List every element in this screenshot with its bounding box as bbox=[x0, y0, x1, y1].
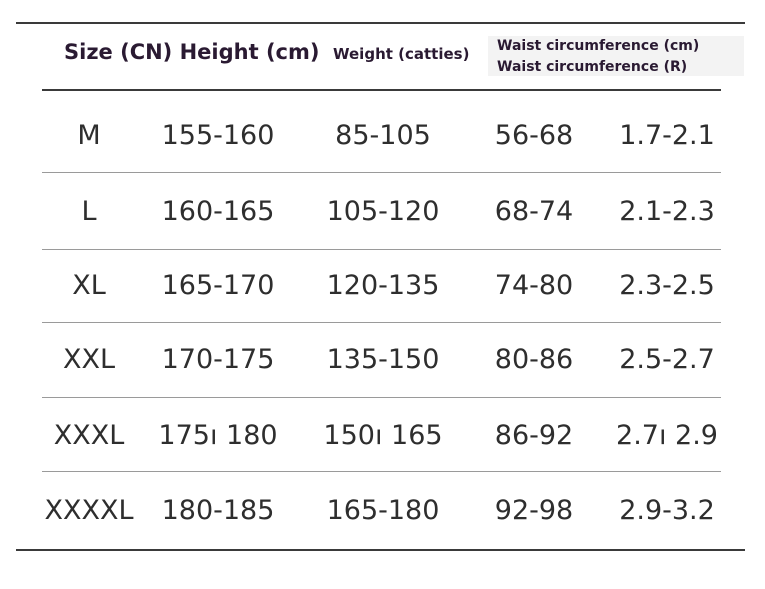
table-cell-weight: 135-150 bbox=[326, 344, 440, 375]
table-cell-size: XXXL bbox=[53, 420, 125, 451]
table-cell-waist-r: 2.5-2.7 bbox=[619, 344, 715, 375]
table-cell-waist-r: 2.7ı 2.9 bbox=[616, 420, 718, 451]
row-divider bbox=[42, 471, 721, 472]
table-cell-height: 155-160 bbox=[161, 120, 275, 151]
table-cell-size: M bbox=[77, 120, 101, 151]
table-cell-waist-cm: 68-74 bbox=[494, 196, 574, 227]
table-cell-size: XXXXL bbox=[44, 495, 134, 526]
table-cell-weight: 105-120 bbox=[326, 196, 440, 227]
table-cell-height: 160-165 bbox=[161, 196, 275, 227]
table-cell-waist-r: 2.1-2.3 bbox=[619, 196, 715, 227]
table-cell-size: L bbox=[81, 196, 97, 227]
table-cell-height: 170-175 bbox=[161, 344, 275, 375]
table-cell-waist-cm: 74-80 bbox=[494, 270, 574, 301]
table-cell-height: 180-185 bbox=[161, 495, 275, 526]
table-cell-size: XXL bbox=[62, 344, 116, 375]
row-divider bbox=[42, 397, 721, 398]
header-waist-r: Waist circumference (R) bbox=[497, 59, 688, 75]
table-cell-weight: 165-180 bbox=[326, 495, 440, 526]
table-cell-weight: 120-135 bbox=[326, 270, 440, 301]
header-size-height: Size (CN) Height (cm) bbox=[64, 40, 320, 64]
header-waist-cm: Waist circumference (cm) bbox=[497, 38, 700, 54]
row-divider bbox=[42, 322, 721, 323]
header-weight: Weight (catties) bbox=[333, 45, 470, 63]
row-divider bbox=[42, 172, 721, 173]
table-cell-height: 175ı 180 bbox=[158, 420, 278, 451]
table-cell-height: 165-170 bbox=[161, 270, 275, 301]
table-cell-size: XL bbox=[72, 270, 106, 301]
table-cell-weight: 85-105 bbox=[335, 120, 431, 151]
table-cell-weight: 150ı 165 bbox=[323, 420, 443, 451]
table-bottom-rule bbox=[16, 549, 745, 551]
table-top-rule bbox=[16, 22, 745, 24]
row-divider bbox=[42, 249, 721, 250]
table-cell-waist-cm: 56-68 bbox=[494, 120, 574, 151]
table-cell-waist-r: 2.9-3.2 bbox=[619, 495, 715, 526]
table-cell-waist-r: 1.7-2.1 bbox=[619, 120, 715, 151]
header-waist-background bbox=[488, 36, 744, 76]
table-cell-waist-cm: 92-98 bbox=[494, 495, 574, 526]
table-cell-waist-cm: 80-86 bbox=[494, 344, 574, 375]
table-cell-waist-r: 2.3-2.5 bbox=[619, 270, 715, 301]
table-cell-waist-cm: 86-92 bbox=[494, 420, 574, 451]
header-divider-rule bbox=[42, 89, 721, 91]
